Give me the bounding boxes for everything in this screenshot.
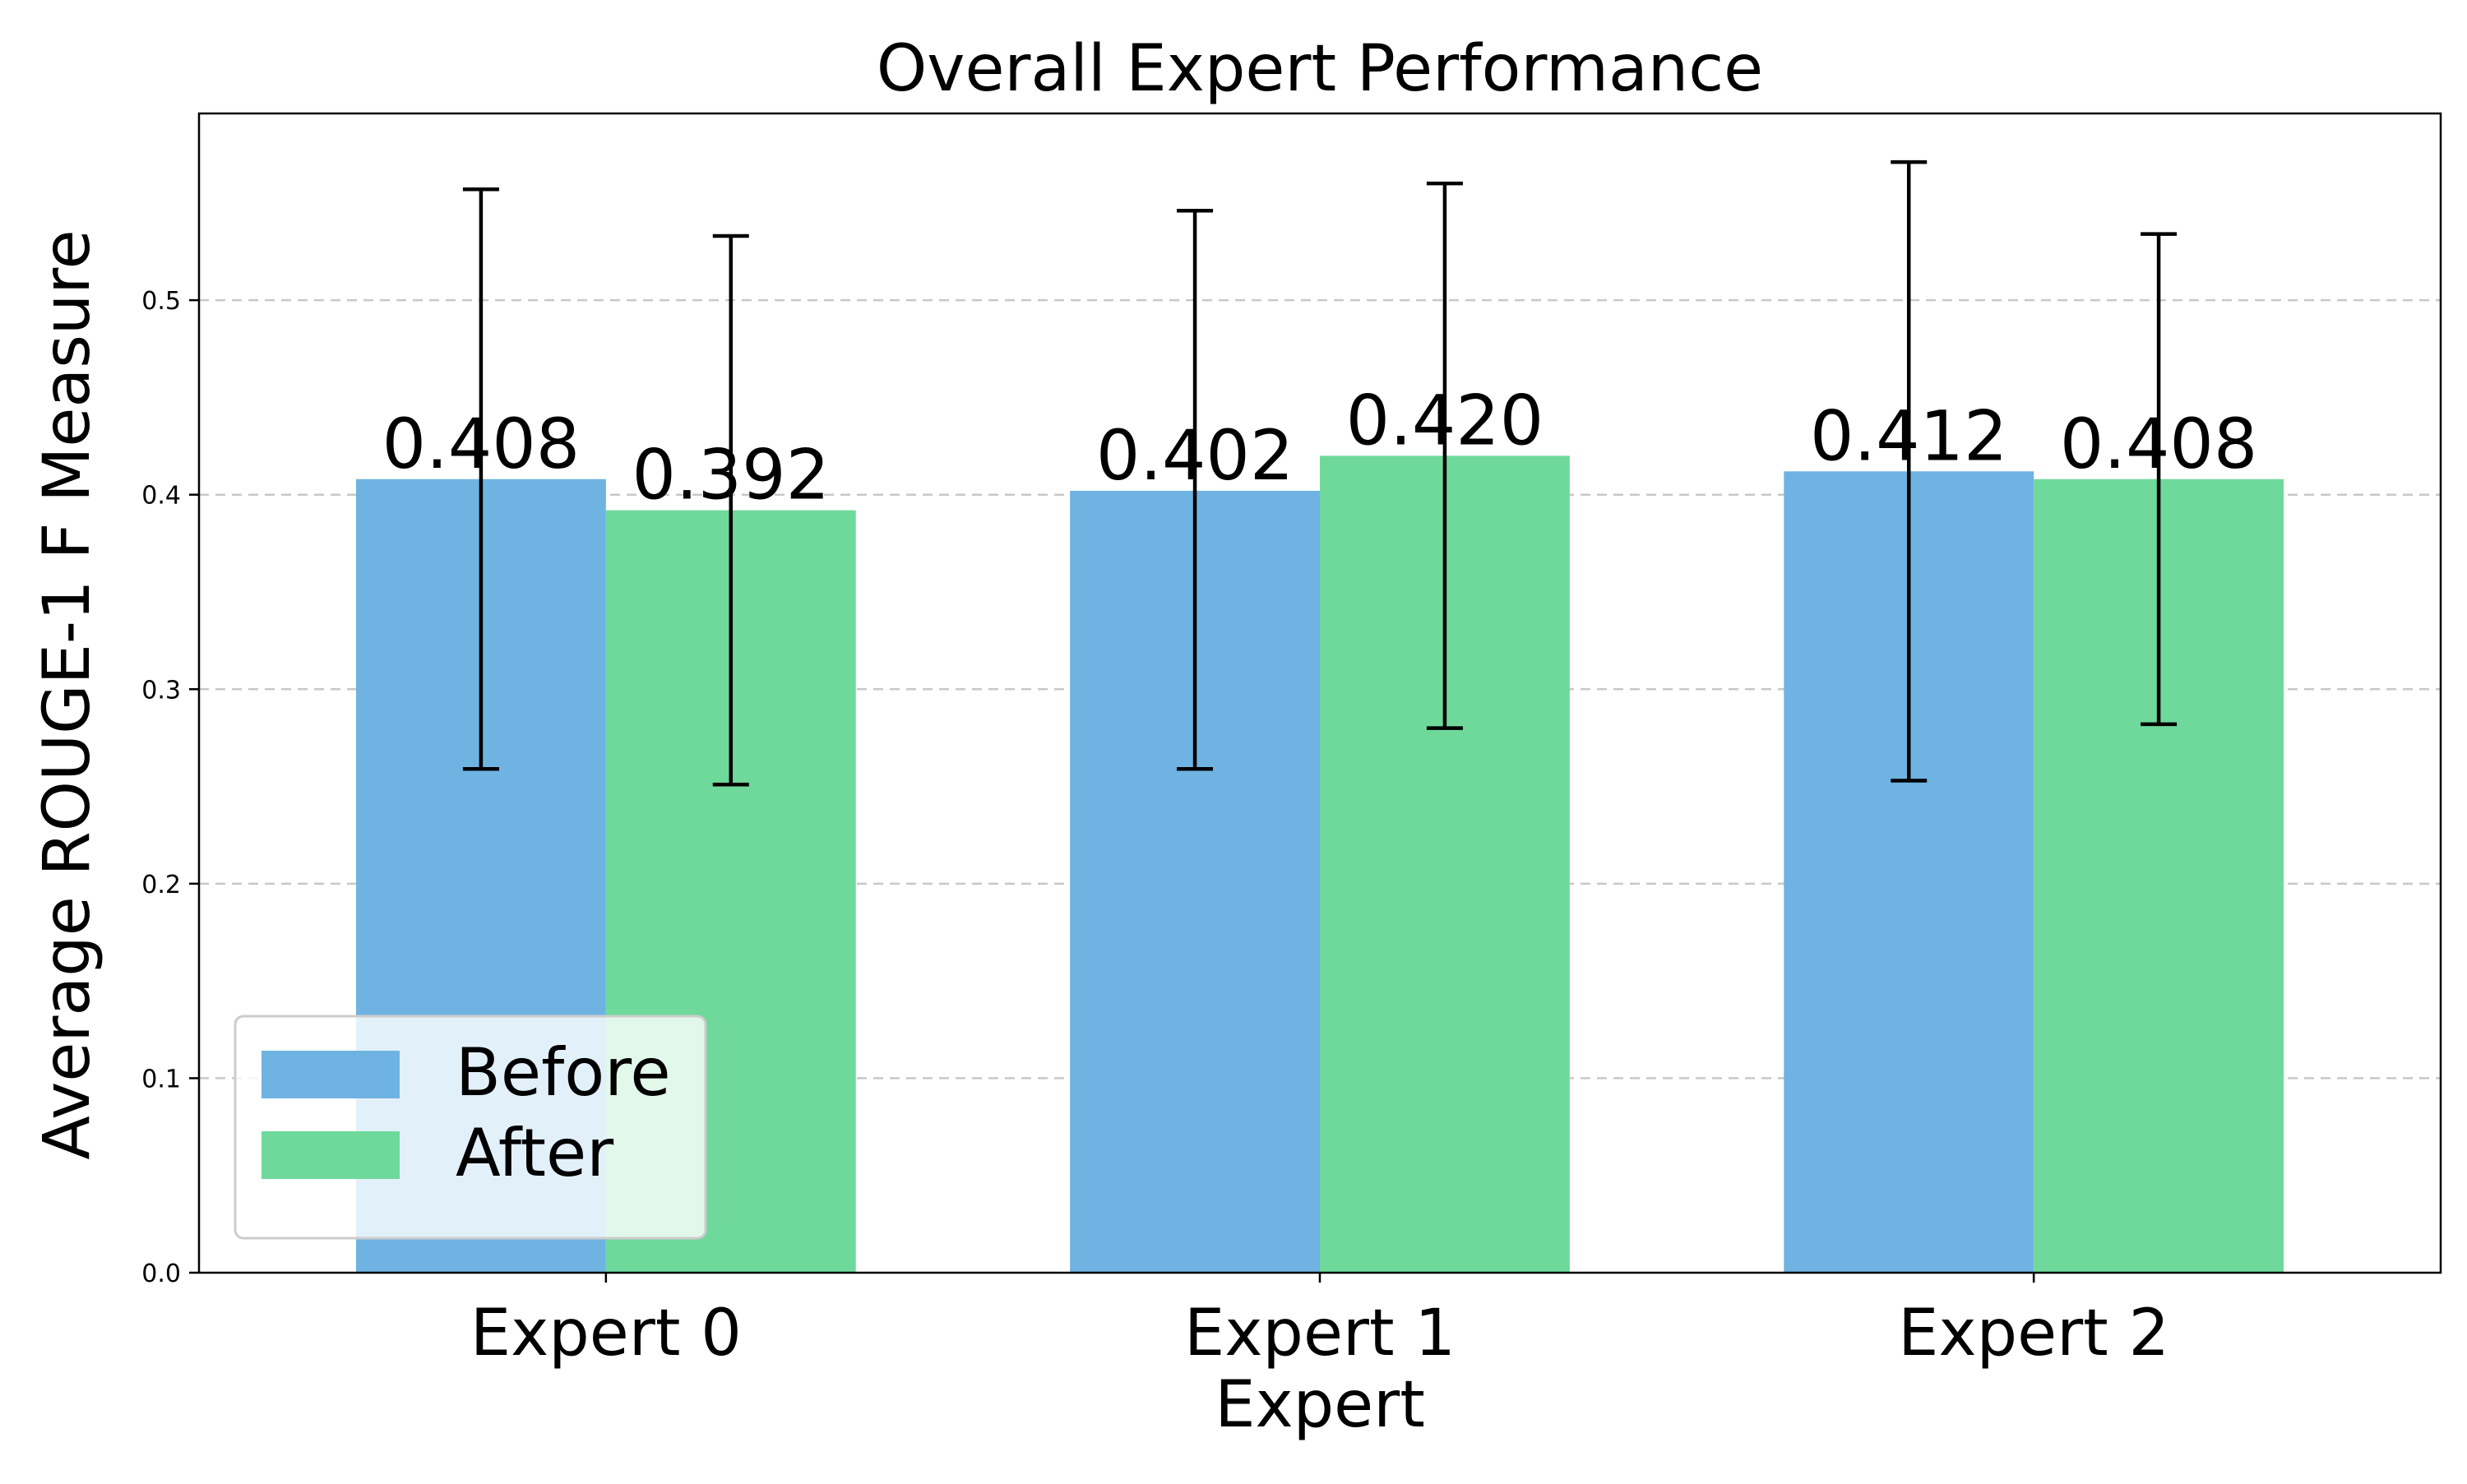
data-label: 0.412 — [1810, 395, 2007, 476]
plot-frame — [197, 112, 2442, 1274]
data-label: 0.402 — [1096, 415, 1294, 496]
legend-label-after: After — [456, 1115, 613, 1191]
data-label: 0.408 — [2060, 404, 2257, 484]
legend-swatch-after — [262, 1131, 400, 1179]
error-bar-layer — [462, 159, 2178, 787]
chart-title: Overall Expert Performance — [877, 32, 1763, 106]
y-tick-label: 0.1 — [141, 1065, 181, 1093]
x-axis-label: Expert — [1215, 1368, 1425, 1442]
legend-swatch-before — [262, 1051, 400, 1098]
axis-layer: 0.0 0.1 0.2 0.3 0.4 0.5 Expert 0 Expert 1 Expert… — [141, 112, 2442, 1371]
data-label: 0.420 — [1346, 380, 1544, 460]
y-tick-label: 0.2 — [141, 871, 181, 899]
y-tick-label: 0.3 — [141, 676, 181, 705]
x-tick-label: Expert 1 — [1184, 1297, 1456, 1371]
data-label: 0.408 — [382, 404, 580, 484]
x-tick-label: Expert 0 — [470, 1297, 742, 1371]
y-tick-label: 0.5 — [141, 287, 181, 316]
legend-label-before: Before — [456, 1034, 671, 1111]
y-tick-label: 0.0 — [141, 1260, 181, 1288]
x-tick-label: Expert 2 — [1898, 1297, 2169, 1371]
data-label: 0.392 — [632, 435, 830, 515]
y-axis-label: Average ROUGE-1 F Measure — [30, 229, 104, 1159]
data-label-layer: 0.408 0.392 0.402 0.420 0.412 0.408 — [382, 380, 2258, 515]
y-tick-label: 0.4 — [141, 482, 181, 511]
